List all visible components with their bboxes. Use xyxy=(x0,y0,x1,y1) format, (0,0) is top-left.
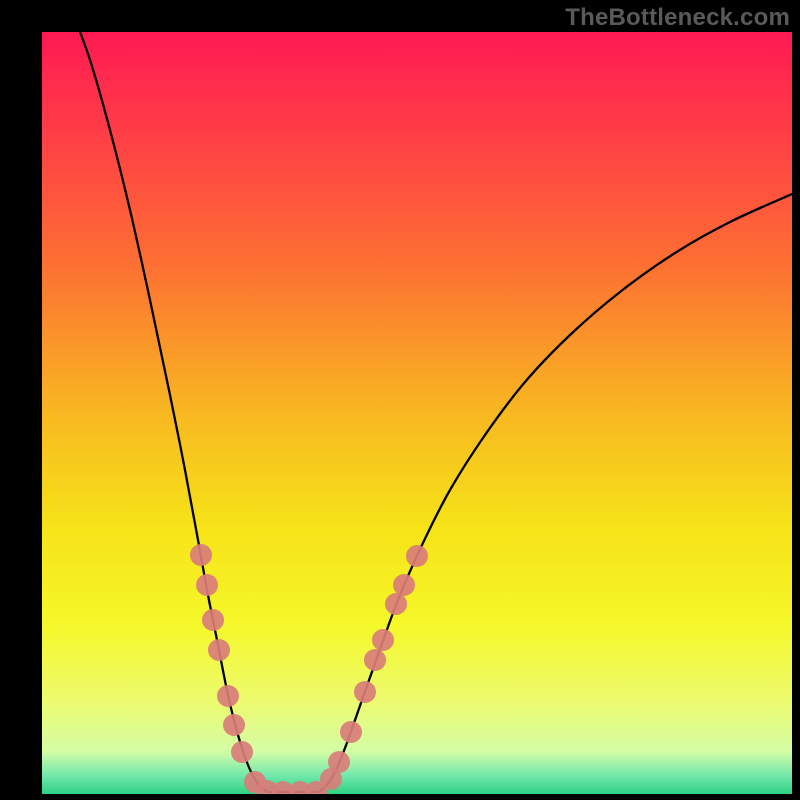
marker-point xyxy=(364,649,386,671)
marker-point xyxy=(223,714,245,736)
marker-point xyxy=(196,574,218,596)
marker-point xyxy=(202,609,224,631)
marker-point xyxy=(217,685,239,707)
marker-point xyxy=(385,593,407,615)
marker-point xyxy=(190,544,212,566)
chart-svg xyxy=(0,0,800,800)
marker-point xyxy=(406,545,428,567)
plot-area xyxy=(42,6,792,800)
figure-container: TheBottleneck.com xyxy=(0,0,800,800)
gradient-background xyxy=(42,32,792,794)
marker-point xyxy=(328,751,350,773)
marker-point xyxy=(372,629,394,651)
marker-point xyxy=(340,721,362,743)
marker-point xyxy=(208,639,230,661)
marker-point xyxy=(354,681,376,703)
marker-point xyxy=(231,741,253,763)
watermark-text: TheBottleneck.com xyxy=(565,4,790,32)
marker-point xyxy=(393,574,415,596)
